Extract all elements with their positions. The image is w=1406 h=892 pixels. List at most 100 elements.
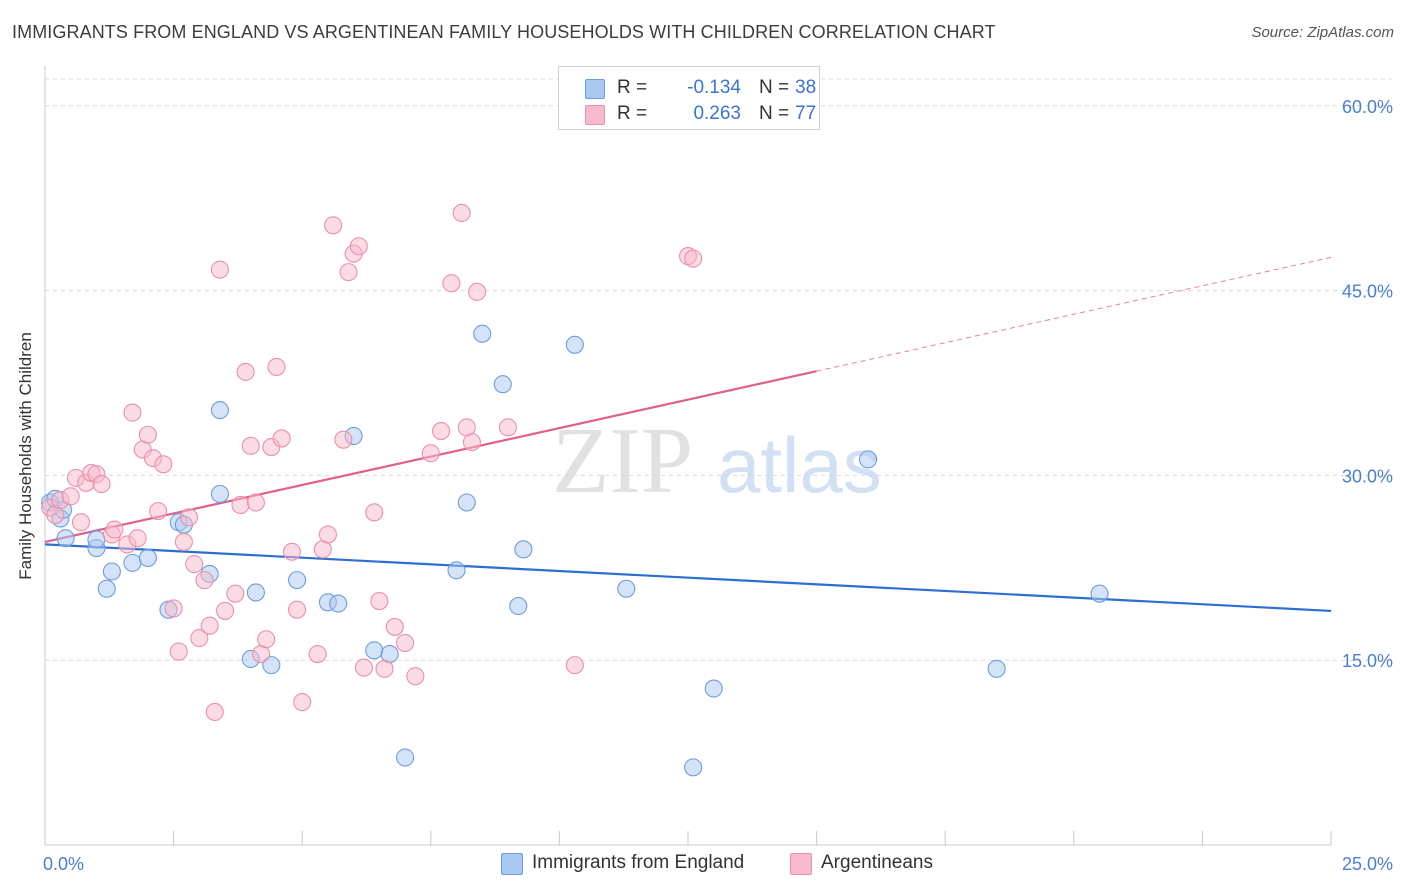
point-argentineans [169,642,188,661]
point-argentineans [468,282,487,301]
point-england [493,375,512,394]
point-argentineans [215,601,235,620]
point-argentineans [231,495,250,515]
legend-swatch-argentineans [585,105,605,125]
point-argentineans [154,455,173,474]
legend-r-value: -0.134 [687,77,741,98]
point-argentineans [149,502,168,521]
series-label-argentineans: Argentineans [821,852,933,873]
point-argentineans [385,617,404,636]
point-argentineans [267,357,286,377]
legend-n-value: 38 [795,77,817,98]
series-swatch-argentineans [790,853,812,875]
point-england [123,553,142,572]
data-points [41,203,1109,777]
point-england [704,679,723,698]
trend-line-extension [816,256,1332,372]
point-england [329,594,348,613]
legend-r-label: R = [617,77,648,98]
point-argentineans [354,658,373,677]
point-england [102,562,121,581]
x-tick-label: 0.0% [43,854,84,874]
x-tick-labels: 0.0% 25.0% [43,854,1393,874]
point-argentineans [71,513,91,532]
point-england [473,324,492,343]
point-argentineans [365,503,384,522]
point-argentineans [282,542,301,561]
point-england [1090,584,1109,603]
point-england [396,748,415,767]
correlation-legend: R = -0.134 N = 38 R = 0.263 N = 77 [558,66,820,130]
point-england [210,401,229,420]
point-england [514,540,533,559]
y-tick-label: 15.0% [1342,651,1393,671]
point-argentineans [236,362,255,381]
point-argentineans [684,249,703,268]
point-argentineans [210,260,229,279]
point-argentineans [179,508,199,527]
point-argentineans [565,656,584,675]
point-england [210,484,229,503]
point-england [262,656,281,675]
y-tick-label: 45.0% [1342,282,1393,302]
legend-n-value: 77 [795,103,817,124]
point-england [565,335,584,354]
legend-n-label: N = [759,77,790,98]
point-argentineans [123,403,142,422]
point-england [858,450,878,469]
legend-swatch-england [585,79,605,99]
series-label-england: Immigrants from England [532,852,745,873]
point-england [56,529,75,548]
point-argentineans [406,667,425,686]
point-argentineans [164,599,183,618]
point-argentineans [138,425,157,444]
chart-title: IMMIGRANTS FROM ENGLAND VS ARGENTINEAN F… [12,22,996,42]
point-england [684,758,703,777]
point-argentineans [324,216,343,235]
point-argentineans [185,555,204,574]
point-argentineans [349,237,368,256]
y-tick-label: 30.0% [1342,466,1393,486]
point-argentineans [375,659,394,678]
source-credit: Source: ZipAtlas.com [1251,24,1394,41]
point-argentineans [92,474,111,494]
point-argentineans [205,702,224,721]
point-england [97,579,116,598]
trend-line-england [44,543,1332,613]
legend-r-label: R = [617,103,648,124]
point-argentineans [226,584,245,603]
point-england [87,530,106,549]
point-england [987,659,1006,678]
point-argentineans [442,274,461,293]
point-argentineans [174,532,193,551]
point-argentineans [339,263,358,282]
legend-r-value: 0.263 [693,103,741,124]
point-argentineans [190,628,209,648]
point-argentineans [293,693,312,712]
point-argentineans [272,429,291,448]
point-argentineans [462,433,482,452]
point-england [617,579,636,598]
point-england [447,561,466,580]
point-england [509,596,528,616]
point-argentineans [370,592,389,611]
point-argentineans [105,520,124,539]
point-england [138,548,157,567]
watermark-atlas: atlas [717,421,882,509]
point-england [365,641,384,660]
point-argentineans [246,493,265,512]
axes [44,66,1332,846]
point-argentineans [421,444,440,463]
point-argentineans [257,630,276,649]
point-argentineans [334,430,353,449]
y-tick-label: 60.0% [1342,97,1393,117]
point-argentineans [128,529,147,548]
point-argentineans [396,633,415,653]
point-england [288,571,307,590]
point-argentineans [432,421,451,441]
x-tick-label: 25.0% [1342,854,1393,874]
point-argentineans [452,203,471,223]
point-argentineans [318,525,337,544]
point-england [246,583,265,602]
